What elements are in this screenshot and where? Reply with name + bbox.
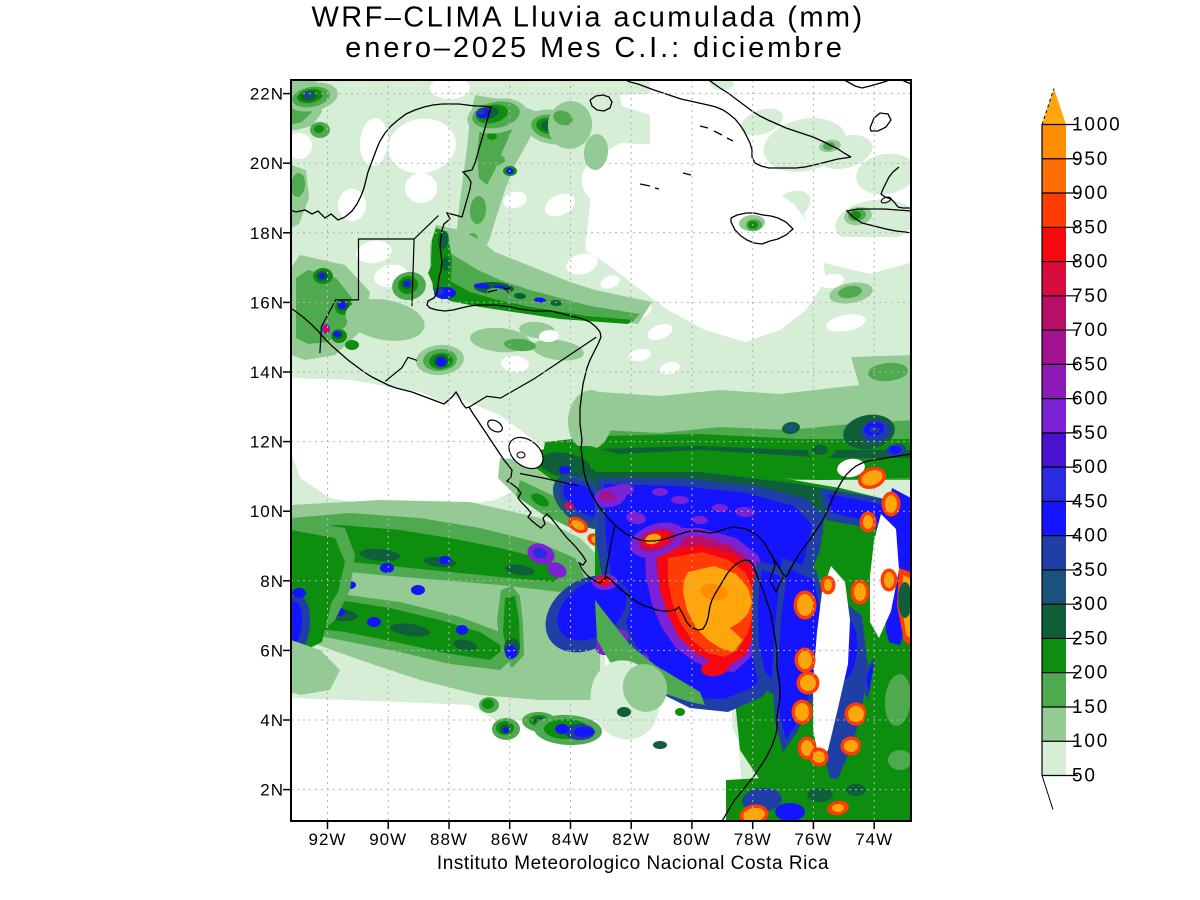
- svg-text:1000: 1000: [1072, 115, 1121, 136]
- svg-text:850: 850: [1072, 217, 1109, 238]
- svg-text:700: 700: [1072, 320, 1109, 341]
- svg-text:14N: 14N: [250, 363, 284, 382]
- svg-text:8N: 8N: [260, 572, 284, 591]
- svg-text:84W: 84W: [552, 830, 590, 849]
- svg-text:86W: 86W: [491, 830, 529, 849]
- svg-text:76W: 76W: [794, 830, 832, 849]
- svg-text:400: 400: [1072, 526, 1109, 547]
- svg-text:800: 800: [1072, 252, 1109, 273]
- svg-text:750: 750: [1072, 286, 1109, 307]
- svg-text:150: 150: [1072, 697, 1109, 718]
- svg-text:74W: 74W: [855, 830, 893, 849]
- svg-text:92W: 92W: [309, 830, 347, 849]
- svg-text:500: 500: [1072, 457, 1109, 478]
- svg-text:950: 950: [1072, 149, 1109, 170]
- svg-text:80W: 80W: [673, 830, 711, 849]
- svg-text:22N: 22N: [250, 85, 284, 104]
- svg-text:16N: 16N: [250, 293, 284, 312]
- svg-text:12N: 12N: [250, 433, 284, 452]
- svg-text:650: 650: [1072, 354, 1109, 375]
- svg-text:20N: 20N: [250, 154, 284, 173]
- svg-text:enero–2025 Mes C.I.: diciembre: enero–2025 Mes C.I.: diciembre: [345, 32, 845, 64]
- svg-text:WRF–CLIMA Lluvia acumulada (mm: WRF–CLIMA Lluvia acumulada (mm): [311, 2, 864, 34]
- svg-text:50: 50: [1072, 766, 1097, 787]
- svg-text:78W: 78W: [734, 830, 772, 849]
- svg-text:Instituto Meteorologico Nacion: Instituto Meteorologico Nacional Costa R…: [437, 853, 829, 874]
- svg-text:300: 300: [1072, 594, 1109, 615]
- svg-text:550: 550: [1072, 423, 1109, 444]
- svg-text:250: 250: [1072, 628, 1109, 649]
- svg-text:90W: 90W: [369, 830, 407, 849]
- svg-text:18N: 18N: [250, 224, 284, 243]
- svg-text:450: 450: [1072, 491, 1109, 512]
- svg-text:4N: 4N: [260, 711, 284, 730]
- svg-text:600: 600: [1072, 389, 1109, 410]
- svg-text:900: 900: [1072, 183, 1109, 204]
- svg-text:88W: 88W: [430, 830, 468, 849]
- svg-text:6N: 6N: [260, 641, 284, 660]
- svg-text:82W: 82W: [612, 830, 650, 849]
- svg-text:10N: 10N: [250, 502, 284, 521]
- svg-text:100: 100: [1072, 731, 1109, 752]
- svg-text:350: 350: [1072, 560, 1109, 581]
- svg-text:200: 200: [1072, 663, 1109, 684]
- svg-text:2N: 2N: [260, 781, 284, 800]
